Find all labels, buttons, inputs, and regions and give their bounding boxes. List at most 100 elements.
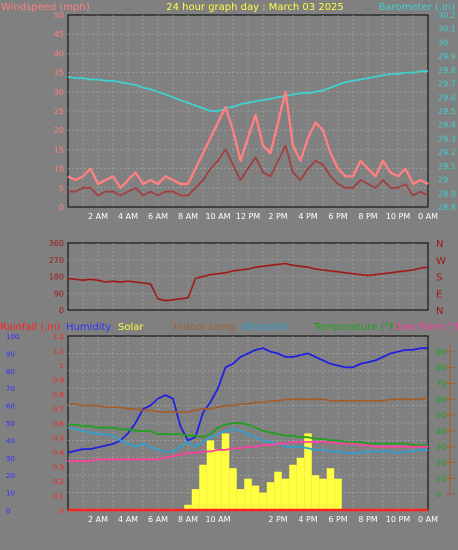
solar-bar	[296, 457, 305, 510]
solar-bar	[311, 475, 320, 510]
x-tick-label: 6 PM	[328, 515, 347, 524]
direction-tick-label: 360	[49, 239, 64, 248]
barometer-tick-label: 29.3	[438, 134, 456, 143]
solar-bar	[221, 433, 230, 510]
barometer-tick-label: 30.2	[438, 11, 456, 20]
windspeed-tick-label: 0	[59, 203, 64, 212]
humidity-tick-label: 10	[6, 490, 15, 498]
temperature-tick-label: 20	[436, 459, 446, 468]
x-tick-label: 0 AM	[418, 212, 438, 221]
x-tick-label: 4 AM	[118, 212, 138, 221]
rainfall-tick-label: 0.5	[53, 435, 64, 443]
temperature-tick-label: 30	[436, 443, 446, 452]
legend-humidity: Humidity	[66, 322, 111, 333]
humidity-tick-label: 30	[6, 455, 15, 463]
legend-windchill: Windchill	[242, 322, 287, 333]
rainfall-tick-label: 0.6	[53, 420, 65, 428]
windspeed-tick-label: 35	[54, 69, 64, 78]
humidity-tick-label: 0	[6, 507, 10, 515]
series-humidity-line	[67, 347, 428, 454]
solar-bar	[326, 468, 335, 510]
x-tick-label: 8 AM	[178, 515, 198, 524]
solar-bar	[274, 471, 282, 510]
solar-bar	[214, 449, 222, 510]
temperature-tick-label: 10	[436, 474, 446, 483]
x-tick-label: 2 PM	[268, 515, 287, 524]
barometer-tick-label: 30	[438, 38, 448, 47]
x-tick-label: 4 PM	[298, 515, 317, 524]
solar-bar	[289, 464, 297, 510]
x-tick-label: 10 PM	[386, 212, 411, 221]
series-windchill-line	[67, 426, 428, 455]
windspeed-tick-label: 25	[54, 107, 64, 116]
chart-title: 24 hour graph day : March 03 2025	[166, 2, 344, 13]
windspeed-tick-label: 15	[54, 145, 64, 154]
rainfall-tick-label: 0.3	[53, 464, 64, 472]
temperature-tick-label: 60	[436, 395, 446, 404]
x-tick-label: 2 AM	[88, 212, 108, 221]
x-tick-label: 10 PM	[386, 515, 411, 524]
humidity-tick-label: 90	[6, 350, 15, 358]
compass-label: N	[436, 239, 443, 250]
windspeed-tick-label: 20	[54, 126, 64, 135]
solar-bar	[206, 440, 215, 510]
humidity-tick-label: 50	[6, 420, 15, 428]
compass-label: W	[436, 256, 446, 267]
temperature-tick-label: 90	[436, 348, 446, 357]
x-tick-label: 12 PM	[236, 212, 261, 221]
legend-solar: Solar	[118, 322, 144, 333]
rainfall-tick-label: 0.2	[53, 478, 64, 486]
series-indoor-temp-line	[68, 396, 429, 413]
series-wind-gust-line	[67, 90, 429, 190]
barometer-axis-label: Barometer (.in)	[379, 2, 455, 13]
barometer-tick-label: 29.2	[438, 148, 456, 157]
barometer-tick-label: 29.4	[438, 121, 456, 130]
rainfall-tick-label: 0.4	[53, 449, 65, 457]
x-tick-label: 4 AM	[118, 515, 138, 524]
barometer-tick-label: 29.1	[438, 162, 456, 171]
windspeed-tick-label: 50	[54, 11, 64, 20]
solar-bar	[191, 489, 200, 510]
rainfall-tick-label: 0.1	[53, 493, 64, 501]
solar-bar	[319, 478, 327, 510]
rainfall-tick-label: 0	[60, 507, 64, 515]
humidity-tick-label: 100	[6, 333, 19, 341]
barometer-tick-label: 29.6	[438, 93, 456, 102]
rainfall-tick-label: 1.1	[53, 348, 64, 356]
x-tick-label: 6 PM	[328, 212, 347, 221]
solar-bar	[304, 433, 312, 510]
x-tick-label: 4 PM	[298, 212, 317, 221]
x-tick-label: 8 AM	[178, 212, 198, 221]
solar-bar	[199, 464, 207, 510]
solar-bar	[251, 485, 260, 510]
series-wind-direction-line	[67, 262, 429, 302]
barometer-tick-label: 28.8	[438, 203, 456, 212]
temperature-tick-label: 80	[436, 364, 446, 373]
legend-indoor-temp: Indoor temp	[174, 322, 235, 333]
windspeed-axis-label: Windspeed (mph)	[1, 2, 90, 13]
temperature-tick-label: 0	[436, 490, 441, 499]
legend-temperature: Temperature (°F)	[313, 322, 399, 333]
barometer-tick-label: 29.5	[438, 107, 456, 116]
compass-label: S	[436, 273, 442, 284]
solar-bar	[236, 489, 245, 510]
temperature-tick-label: 70	[436, 379, 446, 388]
legend-dew-point: Dew Point (°F	[393, 322, 458, 333]
x-tick-label: 2 PM	[268, 212, 287, 221]
x-tick-label: 6 AM	[148, 515, 168, 524]
windspeed-tick-label: 30	[54, 88, 64, 97]
solar-bar	[229, 468, 237, 510]
temperature-tick-label: 50	[436, 411, 446, 420]
windspeed-tick-label: 5	[59, 184, 64, 193]
barometer-tick-label: 30.1	[438, 25, 456, 34]
solar-bar	[259, 492, 267, 510]
humidity-tick-label: 60	[6, 403, 15, 411]
solar-bar	[184, 504, 192, 510]
rainfall-tick-label: 1.2	[53, 333, 64, 341]
humidity-tick-label: 70	[6, 385, 15, 393]
direction-tick-label: 180	[49, 273, 64, 282]
compass-label: N	[436, 306, 443, 317]
windspeed-tick-label: 40	[54, 49, 64, 58]
